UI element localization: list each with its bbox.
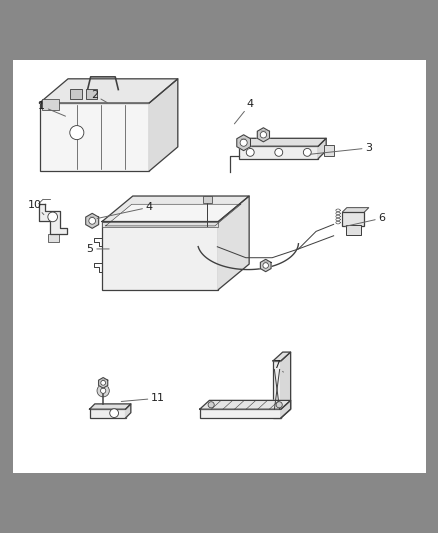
Circle shape: [208, 402, 214, 408]
Text: 3: 3: [309, 143, 371, 154]
Bar: [202, 196, 211, 203]
Polygon shape: [280, 400, 290, 418]
Circle shape: [97, 385, 109, 397]
Bar: [272, 361, 280, 418]
Text: 2: 2: [91, 90, 107, 103]
Polygon shape: [280, 352, 290, 418]
Polygon shape: [272, 352, 290, 361]
Bar: [102, 222, 218, 227]
Circle shape: [70, 126, 84, 140]
Circle shape: [246, 148, 254, 156]
Bar: [39, 103, 149, 171]
Polygon shape: [39, 204, 67, 235]
Bar: [106, 223, 216, 286]
Text: 1: 1: [38, 101, 65, 116]
Circle shape: [303, 148, 311, 156]
Bar: [199, 409, 280, 418]
Polygon shape: [85, 213, 99, 228]
Polygon shape: [239, 138, 325, 146]
Circle shape: [260, 132, 266, 138]
Text: 5: 5: [86, 244, 109, 254]
Polygon shape: [218, 196, 249, 289]
Polygon shape: [257, 128, 269, 142]
Polygon shape: [236, 135, 250, 151]
Polygon shape: [89, 404, 131, 409]
Bar: [48, 234, 59, 242]
Circle shape: [101, 381, 105, 385]
Circle shape: [48, 212, 57, 222]
Bar: [345, 225, 360, 235]
Text: 4: 4: [97, 202, 152, 219]
Bar: [342, 212, 364, 226]
Polygon shape: [149, 79, 177, 171]
Circle shape: [100, 388, 106, 393]
Circle shape: [274, 148, 282, 156]
Circle shape: [276, 402, 282, 408]
Polygon shape: [39, 79, 177, 103]
Bar: [323, 145, 333, 156]
Bar: [70, 89, 81, 99]
Bar: [42, 99, 59, 110]
Bar: [102, 222, 218, 289]
Polygon shape: [342, 208, 368, 212]
Polygon shape: [105, 204, 240, 226]
Polygon shape: [260, 260, 270, 272]
Circle shape: [262, 263, 268, 268]
Bar: [239, 146, 318, 158]
Text: 7: 7: [272, 360, 283, 372]
Polygon shape: [102, 196, 249, 222]
Text: 4: 4: [234, 99, 253, 124]
Text: 11: 11: [121, 393, 165, 403]
Circle shape: [110, 409, 118, 417]
Bar: [89, 409, 125, 418]
Polygon shape: [199, 400, 290, 409]
Circle shape: [88, 217, 95, 224]
Polygon shape: [318, 138, 325, 158]
Text: 10: 10: [28, 200, 44, 215]
Circle shape: [240, 139, 247, 146]
Text: 6: 6: [344, 213, 385, 227]
Polygon shape: [99, 377, 107, 388]
Bar: [85, 89, 97, 99]
Polygon shape: [125, 404, 131, 418]
